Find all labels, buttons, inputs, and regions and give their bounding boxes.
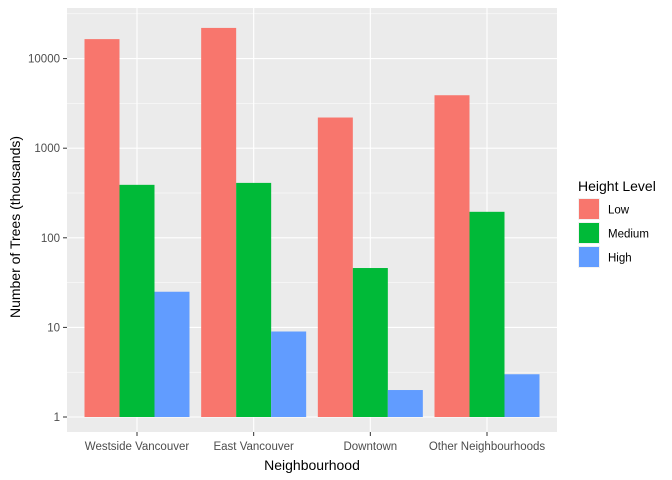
legend-key-low — [579, 199, 599, 219]
x-axis: Westside Vancouver East Vancouver Downtown… — [85, 432, 546, 453]
legend-key-medium — [579, 223, 599, 243]
bar-high-other-neighbourhoods — [504, 374, 540, 417]
legend: Height Level Low Medium High — [578, 178, 656, 268]
x-axis-title: Neighbourhood — [264, 457, 360, 473]
legend-title: Height Level — [578, 178, 656, 194]
legend-label-medium: Medium — [608, 229, 649, 241]
bar-medium-westside-vancouver — [119, 184, 155, 417]
bar-low-east-vancouver — [201, 27, 237, 418]
bars-group — [84, 27, 540, 418]
bar-medium-downtown — [352, 268, 388, 417]
x-tick-label: Westside Vancouver — [85, 441, 190, 453]
legend-key-high — [579, 247, 599, 267]
bar-low-downtown — [317, 117, 353, 418]
y-tick-label: 1 — [54, 412, 60, 424]
x-tick-label: Downtown — [343, 441, 397, 453]
bar-low-westside-vancouver — [84, 39, 120, 418]
bar-high-downtown — [387, 390, 423, 417]
y-tick-label: 10000 — [28, 54, 60, 66]
bar-low-other-neighbourhoods — [434, 95, 470, 418]
legend-label-low: Low — [608, 205, 630, 217]
y-axis-title: Number of Trees (thousands) — [7, 136, 23, 318]
y-tick-label: 100 — [41, 233, 60, 245]
bar-high-westside-vancouver — [154, 291, 190, 417]
y-tick-label: 1000 — [34, 143, 60, 155]
x-tick-label: Other Neighbourhoods — [429, 441, 546, 453]
legend-label-high: High — [608, 253, 632, 265]
bar-medium-east-vancouver — [236, 182, 272, 417]
bar-medium-other-neighbourhoods — [469, 211, 505, 417]
bar-high-east-vancouver — [271, 331, 307, 417]
x-tick-label: East Vancouver — [213, 441, 294, 453]
y-tick-label: 10 — [47, 322, 60, 334]
y-axis: 1 10 100 1000 10000 — [28, 54, 67, 424]
